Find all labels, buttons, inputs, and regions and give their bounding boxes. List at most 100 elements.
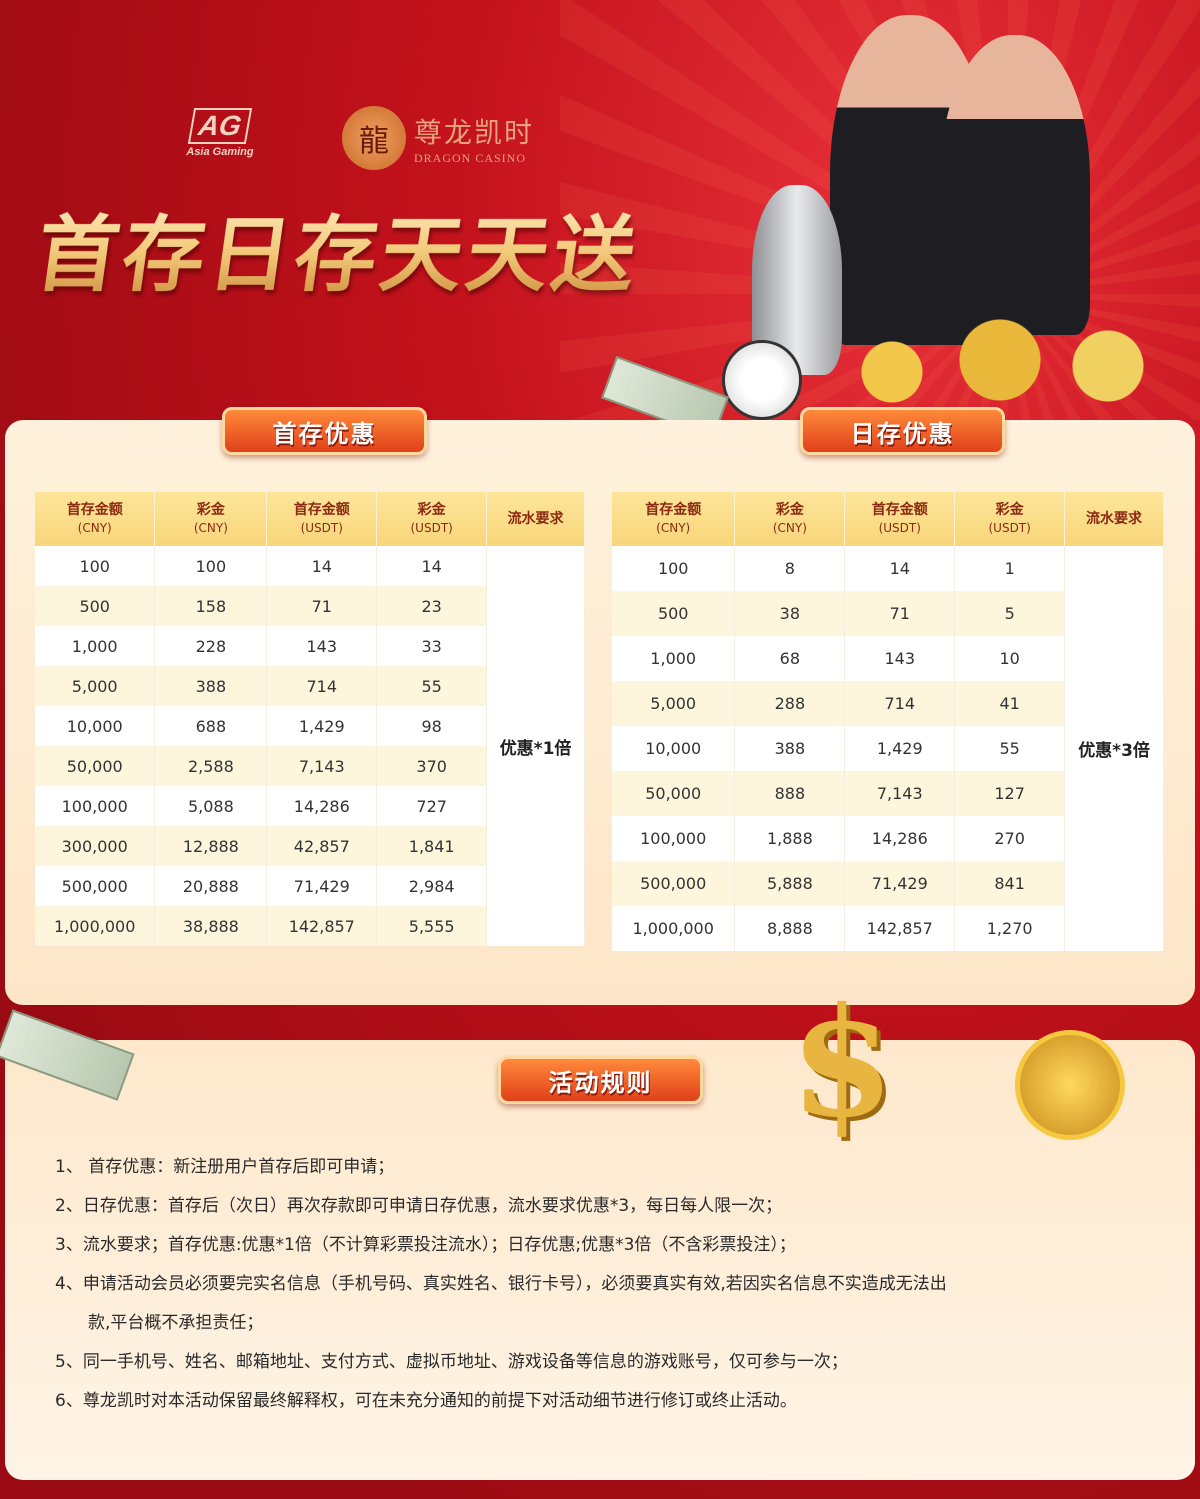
table-cell: 127 <box>954 771 1066 816</box>
table-cell: 158 <box>154 586 268 626</box>
table-row: 5,000 288 714 41 <box>612 681 1164 726</box>
ag-logo-mark: AG <box>187 108 253 144</box>
table-cell: 100 <box>35 546 156 586</box>
table-cell: 1,429 <box>266 706 378 746</box>
rule-item: 5、同一手机号、姓名、邮箱地址、支付方式、虚拟币地址、游戏设备等信息的游戏账号，… <box>55 1352 848 1372</box>
table-cell: 288 <box>734 681 846 726</box>
dragon-casino-logo: 龍 尊龙凯时 DRAGON CASINO <box>342 106 534 170</box>
table-cell: 1,000,000 <box>35 906 156 946</box>
column-header-unit: (CNY) <box>656 521 691 535</box>
table-cell: 38 <box>734 591 846 636</box>
table-cell: 5,088 <box>154 786 268 826</box>
table-cell: 14 <box>376 546 488 586</box>
gold-coin-image <box>1015 1030 1125 1140</box>
table-cell: 500 <box>612 591 736 636</box>
table-row: 100 100 14 14 优惠*1倍 <box>35 546 585 946</box>
table-cell: 1 <box>954 546 1066 591</box>
column-header-unit: (USDT) <box>300 521 343 535</box>
table-cell: 1,270 <box>954 906 1066 951</box>
table-cell: 8,888 <box>734 906 846 951</box>
table-cell: 1,000 <box>35 626 156 666</box>
table-cell: 2,588 <box>154 746 268 786</box>
table-cell: 41 <box>954 681 1066 726</box>
column-header: 首存金额 (CNY) <box>35 492 156 546</box>
table-cell: 270 <box>954 816 1066 861</box>
table-cell: 142,857 <box>844 906 956 951</box>
soccer-ball-image <box>722 340 802 420</box>
table-cell: 228 <box>154 626 268 666</box>
table-cell: 142,857 <box>266 906 378 946</box>
table-cell: 71 <box>266 586 378 626</box>
table-cell: 1,000 <box>612 636 736 681</box>
table-cell: 42,857 <box>266 826 378 866</box>
table-cell: 5,000 <box>612 681 736 726</box>
column-header: 首存金额 (USDT) <box>266 492 378 546</box>
table-cell: 300,000 <box>35 826 156 866</box>
column-header: 彩金 (USDT) <box>376 492 488 546</box>
table-cell: 71,429 <box>266 866 378 906</box>
column-header-label: 流水要求 <box>1086 511 1143 527</box>
column-header-label: 彩金 <box>775 502 804 518</box>
table-row: 50,000 2,588 7,143 370 <box>35 746 585 786</box>
table-cell: 8 <box>734 546 846 591</box>
table-cell: 55 <box>376 666 488 706</box>
table-row: 50,000 888 7,143 127 <box>612 771 1164 816</box>
rules-list: 1、 首存优惠：新注册用户首存后即可申请； 2、日存优惠：首存后（次日）再次存款即… <box>55 1148 1165 1421</box>
table-cell: 143 <box>844 636 956 681</box>
table-row: 500,000 5,888 71,429 841 <box>612 861 1164 906</box>
column-header-unit: (USDT) <box>878 521 921 535</box>
column-header-label: 首存金额 <box>871 502 928 518</box>
daily-deposit-ribbon: 日存优惠 <box>800 407 1005 455</box>
table-cell: 12,888 <box>154 826 268 866</box>
table-cell: 2,984 <box>376 866 488 906</box>
column-header-label: 彩金 <box>417 502 446 518</box>
table-cell: 388 <box>734 726 846 771</box>
table-cell: 14,286 <box>266 786 378 826</box>
table-cell: 14 <box>844 546 956 591</box>
rule-item: 2、日存优惠：首存后（次日）再次存款即可申请日存优惠，流水要求优惠*3，每日每人… <box>55 1196 783 1216</box>
table-row: 500 38 71 5 <box>612 591 1164 636</box>
table-cell: 1,841 <box>376 826 488 866</box>
dragon-icon: 龍 <box>342 106 406 170</box>
table-cell: 98 <box>376 706 488 746</box>
dragon-casino-en: DRAGON CASINO <box>414 150 527 165</box>
first-deposit-ribbon: 首存优惠 <box>222 407 427 455</box>
table-cell: 38,888 <box>154 906 268 946</box>
table-cell: 688 <box>154 706 268 746</box>
rule-item: 3、流水要求；首存优惠:优惠*1倍（不计算彩票投注流水）；日存优惠;优惠*3倍（… <box>55 1235 796 1255</box>
table-cell: 100,000 <box>35 786 156 826</box>
column-header: 流水要求 <box>486 492 585 546</box>
table-cell: 10,000 <box>35 706 156 746</box>
rule-item: 1、 首存优惠：新注册用户首存后即可申请； <box>55 1157 395 1177</box>
table-row: 100,000 5,088 14,286 727 <box>35 786 585 826</box>
wagering-requirement: 优惠*3倍 <box>1064 546 1164 951</box>
table-row: 5,000 388 714 55 <box>35 666 585 706</box>
table-row: 300,000 12,888 42,857 1,841 <box>35 826 585 866</box>
column-header: 彩金 (USDT) <box>954 492 1066 546</box>
column-header-label: 首存金额 <box>645 502 702 518</box>
table-cell: 20,888 <box>154 866 268 906</box>
gold-dollar-image: $ <box>790 975 895 1151</box>
column-header-label: 彩金 <box>196 502 225 518</box>
table-cell: 100,000 <box>612 816 736 861</box>
table-cell: 10,000 <box>612 726 736 771</box>
column-header-unit: (USDT) <box>988 521 1031 535</box>
table-row: 100,000 1,888 14,286 270 <box>612 816 1164 861</box>
page-title: 首存日存天天送 <box>30 188 649 307</box>
table-cell: 500,000 <box>612 861 736 906</box>
column-header-label: 首存金额 <box>66 502 123 518</box>
table-row: 500,000 20,888 71,429 2,984 <box>35 866 585 906</box>
table-cell: 68 <box>734 636 846 681</box>
table-cell: 714 <box>266 666 378 706</box>
table-cell: 5 <box>954 591 1066 636</box>
table-cell: 500 <box>35 586 156 626</box>
table-row: 1,000 68 143 10 <box>612 636 1164 681</box>
table-row: 100 8 14 1 优惠*3倍 <box>612 546 1164 951</box>
table-cell: 14,286 <box>844 816 956 861</box>
ag-logo-text: Asia Gaming <box>186 146 254 158</box>
table-cell: 841 <box>954 861 1066 906</box>
table-cell: 55 <box>954 726 1066 771</box>
table-cell: 10 <box>954 636 1066 681</box>
column-header-label: 流水要求 <box>507 511 564 527</box>
table-header-row: 首存金额 (CNY) 彩金 (CNY) 首存金额 (USDT) 彩金 (USDT) 流水要求 <box>35 492 585 546</box>
